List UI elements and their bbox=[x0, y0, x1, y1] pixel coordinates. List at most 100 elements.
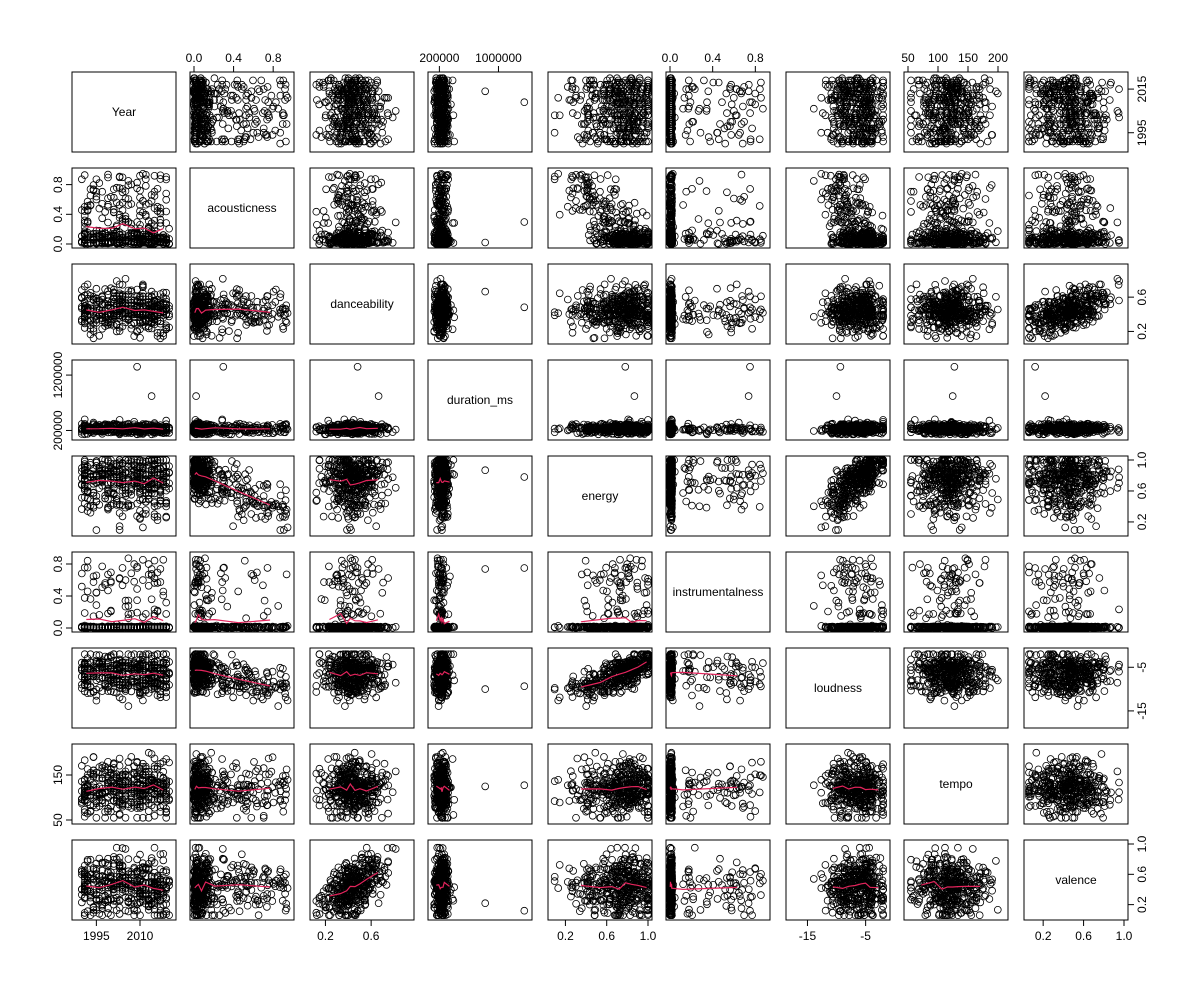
data-point bbox=[235, 139, 244, 148]
data-point bbox=[227, 91, 235, 100]
data-point bbox=[239, 83, 248, 91]
data-point bbox=[222, 80, 231, 89]
data-point bbox=[249, 76, 257, 85]
data-point bbox=[276, 76, 284, 85]
data-point bbox=[227, 137, 236, 146]
data-point bbox=[190, 124, 199, 133]
data-point bbox=[282, 137, 290, 146]
data-point bbox=[202, 133, 211, 141]
data-point bbox=[208, 128, 216, 137]
variable-label-acousticness: acousticness bbox=[207, 201, 276, 215]
data-point bbox=[276, 128, 285, 137]
data-point bbox=[263, 83, 272, 91]
data-point bbox=[245, 113, 254, 122]
data-point bbox=[269, 102, 278, 111]
data-point bbox=[207, 137, 215, 146]
data-point bbox=[329, 76, 338, 85]
data-point bbox=[263, 115, 271, 124]
data-point bbox=[228, 96, 236, 104]
panel-Year-vs-instrumentalness bbox=[665, 71, 771, 153]
panel-acousticness-vs-energy bbox=[547, 167, 653, 249]
data-point bbox=[213, 80, 222, 89]
data-point bbox=[242, 120, 251, 128]
panel-Year-vs-valence bbox=[1023, 71, 1129, 153]
data-point bbox=[202, 94, 211, 102]
data-point bbox=[271, 126, 280, 135]
data-point bbox=[253, 128, 262, 137]
data-point bbox=[219, 104, 228, 113]
data-point bbox=[233, 122, 241, 130]
data-point bbox=[238, 85, 246, 93]
panel-Year-vs-Year: Year bbox=[71, 71, 177, 153]
data-point bbox=[193, 85, 202, 93]
data-point bbox=[217, 102, 225, 111]
panel-Year-vs-duration_ms bbox=[427, 71, 533, 153]
data-point bbox=[200, 124, 208, 133]
data-point bbox=[276, 91, 285, 100]
data-point bbox=[197, 76, 205, 85]
data-point bbox=[259, 85, 268, 93]
data-point bbox=[247, 87, 256, 96]
variable-label-Year: Year bbox=[112, 105, 136, 119]
data-point bbox=[194, 109, 202, 117]
data-point bbox=[235, 135, 244, 144]
data-point bbox=[373, 133, 381, 141]
data-point bbox=[200, 139, 209, 148]
data-point bbox=[215, 113, 223, 122]
data-point bbox=[255, 87, 264, 96]
data-point bbox=[249, 128, 258, 137]
data-point bbox=[241, 135, 249, 144]
data-point bbox=[279, 76, 288, 85]
panel-Year-vs-acousticness bbox=[189, 71, 295, 153]
data-point bbox=[202, 85, 211, 93]
data-point bbox=[263, 131, 271, 139]
data-point bbox=[242, 91, 251, 100]
data-point bbox=[243, 124, 252, 133]
data-point bbox=[283, 94, 292, 102]
data-point bbox=[254, 85, 262, 93]
data-point bbox=[252, 96, 260, 104]
data-point bbox=[268, 104, 277, 113]
data-point bbox=[206, 113, 215, 122]
data-point bbox=[217, 87, 226, 96]
data-point bbox=[242, 133, 251, 141]
data-point bbox=[281, 96, 289, 104]
data-point bbox=[276, 139, 285, 148]
panel-acousticness-vs-acousticness: acousticness bbox=[189, 167, 295, 249]
data-point bbox=[257, 76, 266, 85]
data-point bbox=[210, 89, 218, 98]
data-point bbox=[229, 91, 237, 100]
data-point bbox=[218, 135, 226, 144]
data-point bbox=[381, 137, 390, 146]
data-point bbox=[281, 85, 289, 93]
data-point bbox=[234, 137, 242, 146]
data-point bbox=[223, 107, 232, 115]
data-point bbox=[196, 85, 205, 93]
data-point bbox=[282, 120, 291, 128]
data-point bbox=[279, 109, 287, 117]
data-point bbox=[259, 124, 268, 133]
data-point bbox=[254, 133, 263, 141]
data-point bbox=[208, 118, 217, 126]
data-point bbox=[246, 135, 255, 144]
data-point bbox=[278, 120, 287, 128]
data-point bbox=[251, 120, 259, 128]
panel-frame bbox=[71, 71, 177, 153]
data-point bbox=[272, 98, 280, 106]
data-point bbox=[234, 96, 242, 104]
data-point bbox=[235, 109, 243, 117]
data-point bbox=[245, 109, 253, 117]
data-point bbox=[239, 120, 248, 128]
data-point bbox=[250, 104, 258, 113]
data-point bbox=[263, 133, 272, 141]
panel-acousticness-vs-duration_ms bbox=[427, 167, 533, 249]
data-point bbox=[276, 80, 285, 89]
data-point bbox=[194, 124, 203, 133]
panel-acousticness-vs-danceability bbox=[309, 167, 415, 249]
data-point bbox=[193, 104, 202, 113]
data-point bbox=[190, 128, 199, 137]
data-point bbox=[191, 137, 200, 146]
data-point bbox=[220, 135, 228, 144]
data-point bbox=[218, 76, 226, 85]
